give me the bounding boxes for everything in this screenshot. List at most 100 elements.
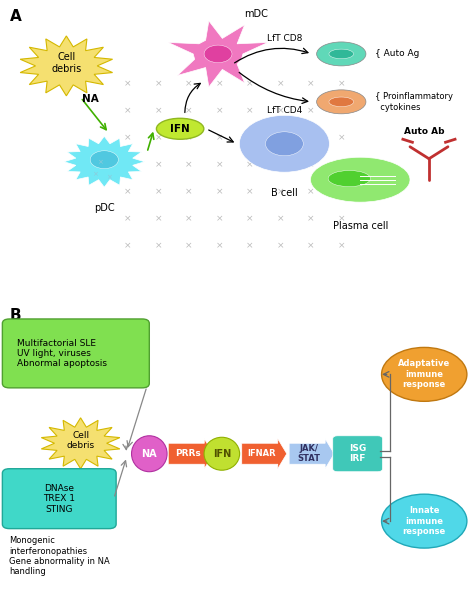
Circle shape — [382, 347, 467, 401]
Text: Plasma cell: Plasma cell — [333, 221, 388, 231]
Text: ×: × — [185, 133, 192, 143]
Text: Innate
immune
response: Innate immune response — [402, 506, 446, 536]
Text: ×: × — [246, 106, 254, 116]
Text: ×: × — [124, 106, 132, 116]
Text: { Proinflammatory
  cytokines: { Proinflammatory cytokines — [375, 92, 454, 111]
Text: ×: × — [124, 187, 132, 196]
Text: ×: × — [155, 79, 162, 89]
Text: ×: × — [124, 133, 132, 143]
Text: Monogenic
interferonopathies
Gene abnormality in NA
handling: Monogenic interferonopathies Gene abnorm… — [9, 536, 110, 576]
Text: ×: × — [246, 214, 254, 223]
Text: ×: × — [277, 241, 284, 250]
Text: ×: × — [246, 133, 254, 143]
Ellipse shape — [317, 90, 366, 114]
Text: ×: × — [307, 106, 315, 116]
Text: IFNAR: IFNAR — [247, 449, 275, 458]
Circle shape — [239, 115, 329, 173]
Text: ×: × — [307, 214, 315, 223]
Text: ×: × — [185, 79, 192, 89]
Text: Auto Ab: Auto Ab — [404, 127, 445, 137]
Text: ×: × — [337, 133, 345, 143]
Text: ×: × — [216, 79, 223, 89]
Ellipse shape — [131, 436, 167, 472]
Text: mDC: mDC — [244, 9, 268, 19]
Ellipse shape — [317, 42, 366, 66]
Text: IFN: IFN — [213, 449, 231, 459]
Polygon shape — [64, 136, 145, 187]
Text: ×: × — [185, 241, 192, 250]
Text: ×: × — [216, 133, 223, 143]
Text: pDC: pDC — [94, 203, 115, 213]
Text: ×: × — [216, 214, 223, 223]
Polygon shape — [41, 418, 120, 468]
Text: A: A — [9, 9, 21, 24]
Text: ×: × — [155, 160, 162, 170]
Polygon shape — [289, 438, 334, 468]
Text: ×: × — [216, 187, 223, 196]
Text: JAK/
STAT: JAK/ STAT — [297, 444, 320, 464]
FancyBboxPatch shape — [333, 436, 383, 472]
Text: B cell: B cell — [271, 188, 298, 198]
Text: ×: × — [246, 241, 254, 250]
Text: Cell
debris: Cell debris — [66, 431, 95, 450]
Text: LfT CD8: LfT CD8 — [267, 34, 302, 44]
Text: ×: × — [216, 106, 223, 116]
Text: ×: × — [307, 133, 315, 143]
Text: Adaptative
immune
response: Adaptative immune response — [398, 359, 450, 389]
Text: ×: × — [155, 187, 162, 196]
Polygon shape — [168, 438, 213, 468]
Circle shape — [265, 132, 303, 156]
Text: PRRs: PRRs — [175, 449, 201, 458]
Circle shape — [204, 45, 232, 63]
Circle shape — [90, 151, 118, 168]
Text: ×: × — [246, 79, 254, 89]
Text: ×: × — [337, 214, 345, 223]
Text: ×: × — [185, 187, 192, 196]
Text: ×: × — [277, 79, 284, 89]
Text: ×: × — [277, 214, 284, 223]
Text: ×: × — [337, 241, 345, 250]
Text: ×: × — [277, 160, 284, 170]
Text: NA: NA — [142, 449, 157, 459]
Text: ×: × — [124, 241, 132, 250]
Text: ×: × — [307, 241, 315, 250]
Text: NA: NA — [82, 94, 99, 104]
Text: ×: × — [155, 133, 162, 143]
Text: ISG
IRF: ISG IRF — [349, 444, 366, 464]
Ellipse shape — [328, 171, 371, 187]
Text: ×: × — [155, 214, 162, 223]
Text: ×: × — [337, 160, 345, 170]
Ellipse shape — [329, 97, 354, 107]
Text: ×: × — [155, 106, 162, 116]
Text: ×: × — [155, 241, 162, 250]
Ellipse shape — [310, 157, 410, 202]
Ellipse shape — [329, 49, 354, 59]
Text: ×: × — [246, 160, 254, 170]
Polygon shape — [20, 36, 112, 96]
Text: ×: × — [337, 79, 345, 89]
Ellipse shape — [204, 437, 240, 470]
Text: ×: × — [277, 187, 284, 196]
Text: Multifactorial SLE
UV light, viruses
Abnormal apoptosis: Multifactorial SLE UV light, viruses Abn… — [17, 338, 107, 368]
Text: ×: × — [124, 79, 132, 89]
Text: ×: × — [185, 106, 192, 116]
Text: ×: × — [185, 214, 192, 223]
Text: DNAse
TREX 1
STING: DNAse TREX 1 STING — [43, 484, 75, 513]
Text: ×: × — [97, 159, 102, 165]
Text: ×: × — [277, 106, 284, 116]
Text: ×: × — [277, 133, 284, 143]
Ellipse shape — [156, 119, 204, 140]
Text: ×: × — [307, 79, 315, 89]
Text: ×: × — [307, 187, 315, 196]
FancyBboxPatch shape — [2, 319, 149, 388]
Text: Cell
debris: Cell debris — [51, 52, 82, 74]
Text: ×: × — [92, 171, 98, 177]
Text: ×: × — [124, 214, 132, 223]
Text: ×: × — [185, 160, 192, 170]
Text: ×: × — [337, 187, 345, 196]
Text: ×: × — [106, 174, 112, 180]
Circle shape — [382, 494, 467, 548]
Text: ×: × — [124, 160, 132, 170]
Text: IFN: IFN — [170, 124, 190, 134]
Text: ×: × — [216, 241, 223, 250]
